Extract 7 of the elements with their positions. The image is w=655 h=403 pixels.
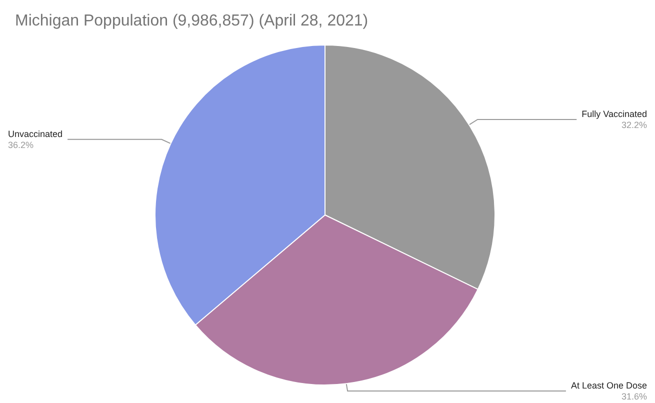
- slice-label: Unvaccinated: [8, 128, 63, 139]
- slice-label: Fully Vaccinated: [582, 109, 647, 120]
- chart-title: Michigan Poppulation (9,986,857) (April 28, 2021): [15, 12, 368, 30]
- data-label: 32.2%: [621, 120, 647, 130]
- data-label: 31.6%: [621, 392, 647, 402]
- slice-label: At Least One Dose: [570, 380, 647, 390]
- data-label: 36.2%: [8, 140, 34, 150]
